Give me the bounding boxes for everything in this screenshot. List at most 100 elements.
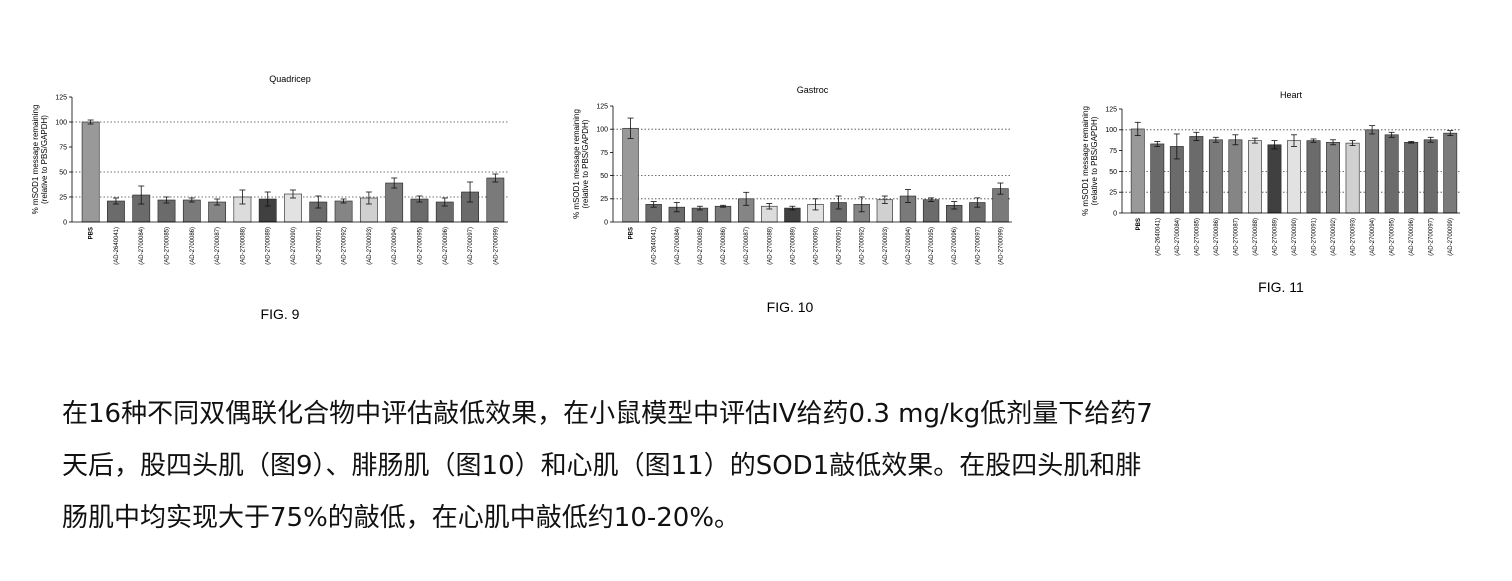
error-bar-10 <box>1330 139 1337 146</box>
error-bar-16 <box>492 173 499 183</box>
bar-16 <box>486 177 505 223</box>
error-bar-16 <box>997 182 1004 195</box>
error-bar-9 <box>1310 138 1317 143</box>
category-label-4: (AD-2700086) <box>1214 218 1220 256</box>
category-label-15: (AD-2700097) <box>1429 218 1435 256</box>
category-label-16: (AD-2700099) <box>493 227 499 265</box>
y-axis-label-line-1: % mSOD1 message remaining <box>1081 106 1090 216</box>
figure-label: FIG. 10 <box>767 299 814 315</box>
error-bar-3 <box>1193 131 1200 142</box>
category-label-11: (AD-2700093) <box>883 227 889 265</box>
category-label-13: (AD-2700095) <box>1390 218 1396 256</box>
bar-13 <box>410 198 429 223</box>
category-label-9: (AD-2700091) <box>316 227 322 265</box>
category-label-7: (AD-2700089) <box>790 227 796 265</box>
category-label-2: (AD-2700084) <box>675 227 681 265</box>
category-label-13: (AD-2700095) <box>417 227 423 265</box>
error-bar-14 <box>1408 141 1415 144</box>
error-bar-8 <box>1291 134 1297 147</box>
chart-title: Gastroc <box>797 85 829 95</box>
category-label-16: (AD-2700099) <box>1448 218 1454 256</box>
error-bar-15 <box>467 181 474 203</box>
error-bar-14 <box>441 197 448 207</box>
bar-5 <box>1228 139 1243 214</box>
error-bar-13 <box>1388 131 1395 138</box>
y-tick-label: 75 <box>600 150 608 157</box>
category-label-10: (AD-2700092) <box>1331 218 1337 256</box>
chart-quadricep: Quadricep 0 25 50 75 100 125 % mSOD1 message re… <box>31 74 508 322</box>
error-bar-1 <box>112 197 119 205</box>
caption: 在16种不同双偶联化合物中评估敲低效果，在小鼠模型中评估IV给药0.3 mg/k… <box>62 388 1462 544</box>
category-label-0: PBS <box>89 227 95 239</box>
category-label-1: (AD-2640041) <box>114 227 120 265</box>
bar-13 <box>1384 134 1399 214</box>
bar-12 <box>385 182 404 223</box>
error-bar-9 <box>315 195 322 209</box>
category-label-8: (AD-2700090) <box>291 227 297 265</box>
y-tick-label: 50 <box>1109 169 1117 176</box>
chart-gastroc: Gastroc 0 25 50 75 100 125 % mSOD1 message rema… <box>572 85 1012 315</box>
bar-10 <box>334 200 353 223</box>
error-bar-13 <box>416 195 423 203</box>
category-label-0: PBS <box>629 227 635 239</box>
category-label-15: (AD-2700097) <box>975 227 981 265</box>
caption-line-1: 在16种不同双偶联化合物中评估敲低效果，在小鼠模型中评估IV给药0.3 mg/k… <box>62 399 1153 429</box>
error-bar-16 <box>1447 130 1454 137</box>
y-tick-label: 0 <box>1113 210 1117 217</box>
error-bar-4 <box>1212 136 1219 143</box>
category-label-14: (AD-2700096) <box>952 227 958 265</box>
error-bar-15 <box>1427 136 1434 143</box>
error-bar-10 <box>858 196 865 213</box>
y-tick-label: 125 <box>596 103 608 110</box>
category-label-10: (AD-2700092) <box>860 227 866 265</box>
error-bar-11 <box>881 195 888 204</box>
error-bar-0 <box>87 119 94 125</box>
error-bar-0 <box>627 117 634 139</box>
error-bar-5 <box>214 198 221 206</box>
bar-4 <box>714 205 732 223</box>
y-tick-label: 125 <box>55 94 67 101</box>
category-label-8: (AD-2700090) <box>814 227 820 265</box>
bar-6 <box>1248 140 1262 214</box>
error-bar-2 <box>673 202 680 213</box>
error-bar-1 <box>1154 141 1161 147</box>
category-label-0: PBS <box>1136 218 1142 230</box>
category-label-6: (AD-2700088) <box>1253 218 1259 256</box>
category-label-13: (AD-2700095) <box>929 227 935 265</box>
y-axis-label-line-2: (relative to PBS/GAPDH) <box>40 115 49 204</box>
y-tick-label: 75 <box>1109 148 1117 155</box>
category-label-7: (AD-2700089) <box>266 227 272 265</box>
figure-label: FIG. 9 <box>261 306 300 322</box>
y-tick-label: 25 <box>600 196 608 203</box>
category-label-14: (AD-2700096) <box>1409 218 1415 256</box>
bar-7 <box>1267 144 1282 214</box>
error-bar-14 <box>951 201 958 210</box>
category-label-4: (AD-2700086) <box>721 227 727 265</box>
y-axis-label-line-1: % mSOD1 message remaining <box>31 105 40 215</box>
error-bar-5 <box>743 191 750 206</box>
bar-15 <box>1423 139 1438 214</box>
error-bar-9 <box>835 195 842 210</box>
error-bar-10 <box>340 198 347 204</box>
y-tick-label: 100 <box>55 119 67 126</box>
error-bar-13 <box>928 197 935 202</box>
bar-4 <box>182 199 201 223</box>
y-tick-label: 25 <box>1109 190 1117 197</box>
category-label-5: (AD-2700087) <box>215 227 221 265</box>
error-bar-11 <box>365 191 372 205</box>
error-bar-7 <box>789 205 796 211</box>
bar-0 <box>1130 128 1145 214</box>
error-bar-6 <box>239 189 246 205</box>
bar-4 <box>1208 139 1223 214</box>
error-bar-0 <box>1134 121 1141 137</box>
y-tick-label: 25 <box>59 194 67 201</box>
y-tick-label: 50 <box>600 173 608 180</box>
category-label-1: (AD-2640041) <box>1155 218 1161 256</box>
bar-0 <box>622 127 639 223</box>
bar-16 <box>1443 132 1458 214</box>
bar-1 <box>1150 143 1165 214</box>
category-label-2: (AD-2700084) <box>1175 218 1181 256</box>
error-bar-8 <box>812 198 819 211</box>
bar-14 <box>1404 141 1419 214</box>
category-label-8: (AD-2700090) <box>1292 218 1298 256</box>
